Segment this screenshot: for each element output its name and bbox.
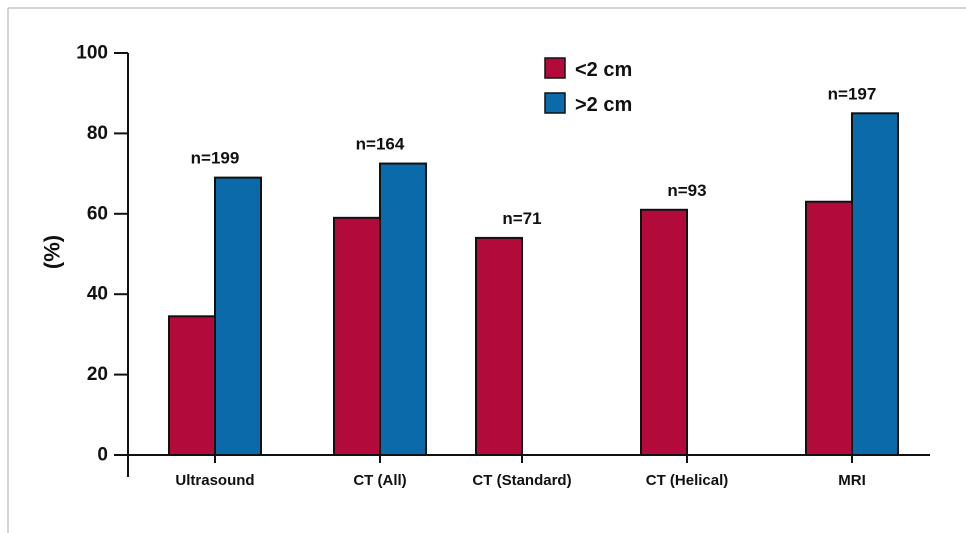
legend: <2 cm >2 cm xyxy=(544,57,632,116)
y-axis-label: (%) xyxy=(40,235,65,269)
x-tick-label-1: CT (All) xyxy=(353,472,406,489)
legend-swatch-lt2 xyxy=(544,57,566,79)
labels-layer: 0 20 40 60 80 100 Ultrasound CT (All) CT (Standa… xyxy=(76,43,876,490)
x-tick-label-4: MRI xyxy=(838,472,866,489)
bar-lt2-3 xyxy=(640,208,688,456)
legend-label-gt2: >2 cm xyxy=(575,94,632,116)
legend-label-lt2: <2 cm xyxy=(575,59,632,81)
n-annotation-2: n=71 xyxy=(502,209,541,228)
y-tick-label-80: 80 xyxy=(87,123,108,144)
bar-lt2-1 xyxy=(333,216,381,456)
bar-gt2-1 xyxy=(379,162,427,457)
y-tick-label-100: 100 xyxy=(76,43,108,64)
n-annotation-1: n=164 xyxy=(356,135,405,154)
n-annotation-0: n=199 xyxy=(191,149,240,168)
bar-gt2-0 xyxy=(214,176,262,456)
y-tick-label-0: 0 xyxy=(97,445,108,466)
n-annotation-3: n=93 xyxy=(667,181,706,200)
bar-lt2-0 xyxy=(168,315,216,456)
bar-lt2-2 xyxy=(475,236,523,456)
n-annotation-4: n=197 xyxy=(828,84,877,103)
y-tick-label-40: 40 xyxy=(87,284,108,305)
bar-lt2-4 xyxy=(805,200,853,456)
bar-gt2-4 xyxy=(851,112,899,457)
legend-swatch-gt2 xyxy=(544,92,566,114)
x-tick-label-3: CT (Helical) xyxy=(646,472,729,489)
y-tick-label-20: 20 xyxy=(87,364,108,385)
y-tick-label-60: 60 xyxy=(87,203,108,224)
x-tick-label-2: CT (Standard) xyxy=(472,472,571,489)
axes-layer xyxy=(114,52,930,477)
x-tick-label-0: Ultrasound xyxy=(175,472,254,489)
bars-layer xyxy=(168,112,899,457)
